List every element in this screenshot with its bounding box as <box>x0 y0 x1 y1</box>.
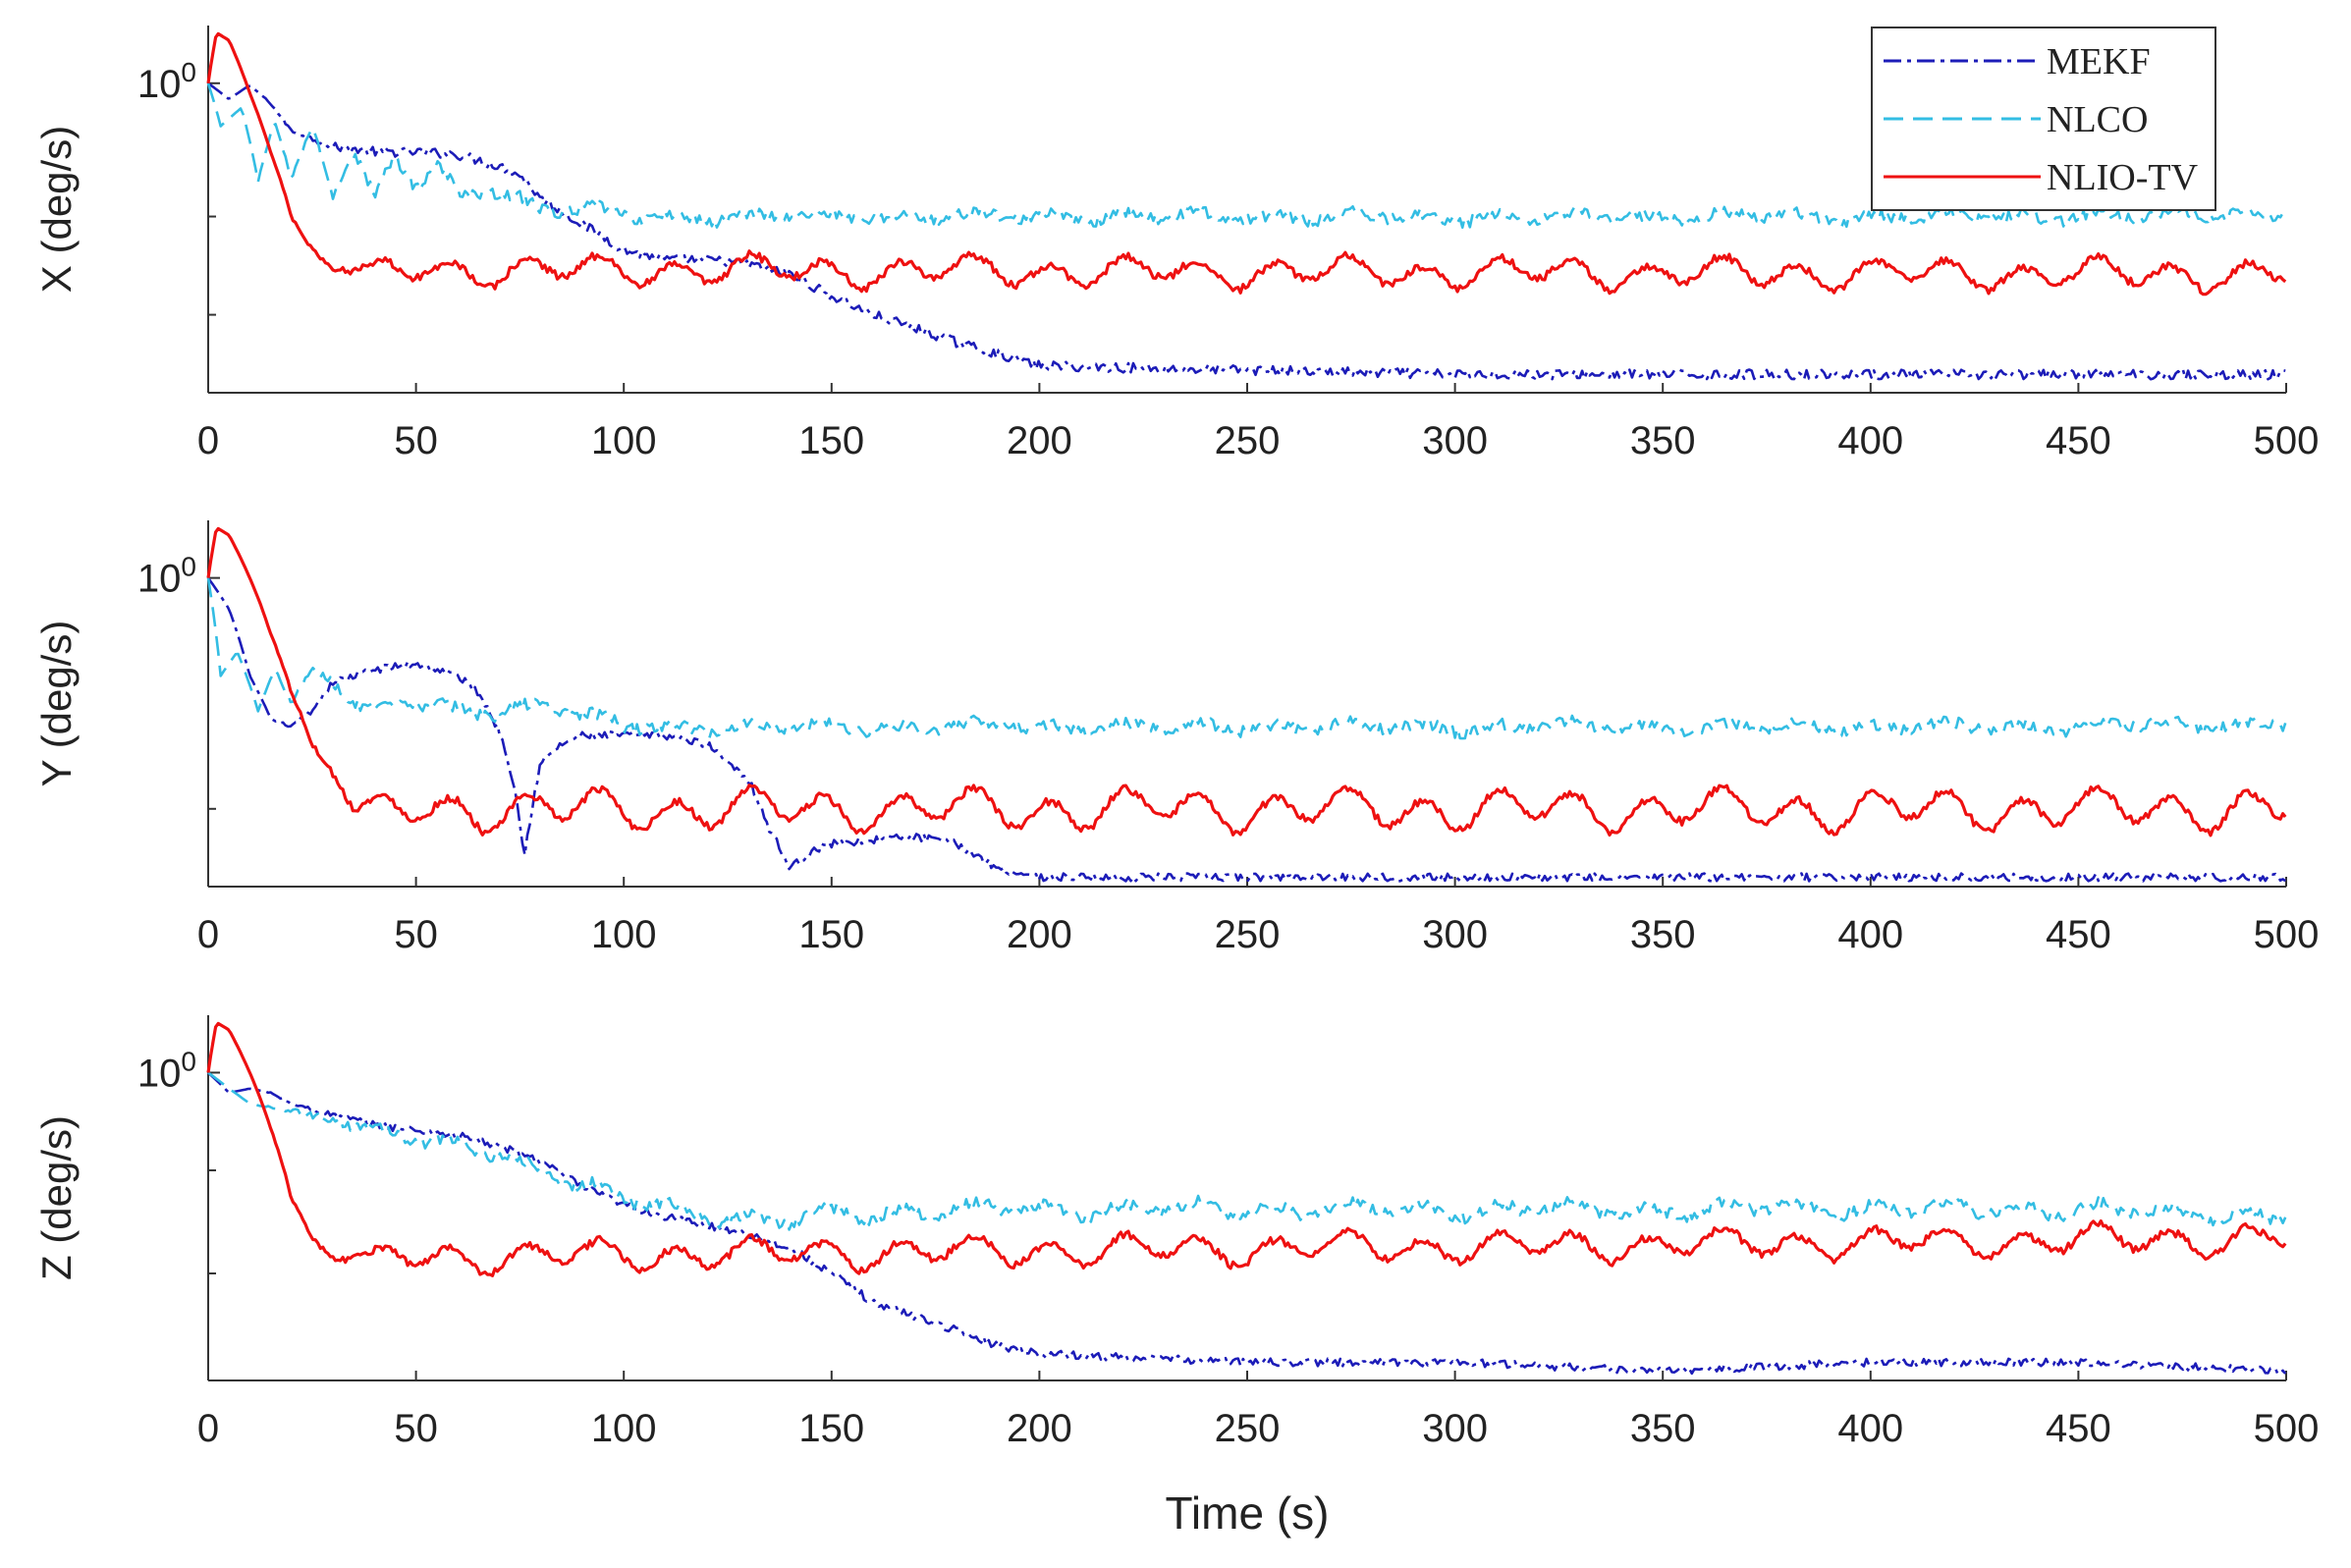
x-tick-label: 300 <box>1422 1407 1488 1450</box>
x-tick-label: 500 <box>2254 419 2320 462</box>
series-nlco-line <box>207 1071 2287 1231</box>
x-tick-label: 450 <box>2046 913 2111 956</box>
legend-label-mekf: MEKF <box>2047 41 2151 82</box>
x-tick-label: 500 <box>2254 913 2320 956</box>
x-tick-label: 50 <box>394 1407 438 1450</box>
x-tick-label: 350 <box>1630 913 1696 956</box>
x-axis-label: Time (s) <box>1166 1487 1330 1539</box>
panel-3: 0 50 100 150 200 250 300 350 400 450 500 100 Z (deg/… <box>33 1015 2319 1450</box>
x-tick-label: 0 <box>197 419 219 462</box>
y-tick-label: 100 <box>137 1046 196 1095</box>
panel-2: 0 50 100 150 200 250 300 350 400 450 500 100 Y (deg/… <box>33 520 2319 956</box>
x-tick-label: 350 <box>1630 1407 1696 1450</box>
x-tick-label: 200 <box>1007 1407 1072 1450</box>
panel-1: 0 50 100 150 200 250 300 350 400 450 500 100 X (deg/… <box>33 26 2319 462</box>
x-tick-label: 400 <box>1837 1407 1903 1450</box>
x-tick-label: 300 <box>1422 419 1488 462</box>
x-tick-label: 250 <box>1215 913 1281 956</box>
x-tick-label: 400 <box>1837 913 1903 956</box>
x-tick-label: 100 <box>591 419 657 462</box>
series-nlco-line <box>206 577 2287 740</box>
x-tick-label: 450 <box>2046 1407 2111 1450</box>
x-tick-label: 0 <box>197 1407 219 1450</box>
x-tick-label: 200 <box>1007 913 1072 956</box>
legend-label-nlco: NLCO <box>2047 99 2148 140</box>
legend: MEKF NLCO NLIO-TV <box>1871 27 2216 211</box>
x-tick-label: 300 <box>1422 913 1488 956</box>
x-tick-label: 250 <box>1215 1407 1281 1450</box>
legend-label-nlio-tv: NLIO-TV <box>2047 157 2199 198</box>
x-tick-label: 500 <box>2254 1407 2320 1450</box>
x-tick-label: 200 <box>1007 419 1072 462</box>
series-mekf-line <box>206 576 2286 883</box>
x-tick-label: 400 <box>1837 419 1903 462</box>
x-tick-label: 150 <box>798 1407 864 1450</box>
x-tick-label: 150 <box>798 913 864 956</box>
y-tick-label: 100 <box>137 552 196 601</box>
series-nlio-tv-line <box>206 31 2287 297</box>
x-tick-label: 0 <box>197 913 219 956</box>
y-axis-label: Y (deg/s) <box>33 621 80 787</box>
x-tick-label: 250 <box>1215 419 1281 462</box>
y-tick-label: 100 <box>137 57 196 106</box>
x-tick-label: 450 <box>2046 419 2111 462</box>
y-axis-label: X (deg/s) <box>33 126 80 293</box>
x-tick-label: 50 <box>394 419 438 462</box>
x-tick-label: 100 <box>591 913 657 956</box>
x-tick-label: 100 <box>591 1407 657 1450</box>
series-mekf-line <box>207 81 2286 381</box>
series-mekf-line <box>207 1071 2287 1376</box>
series-nlio-tv-line <box>206 1021 2287 1277</box>
x-tick-label: 150 <box>798 419 864 462</box>
series-nlio-tv-line <box>206 526 2287 838</box>
x-tick-label: 50 <box>394 913 438 956</box>
x-tick-label: 350 <box>1630 419 1696 462</box>
y-axis-label: Z (deg/s) <box>33 1115 80 1280</box>
